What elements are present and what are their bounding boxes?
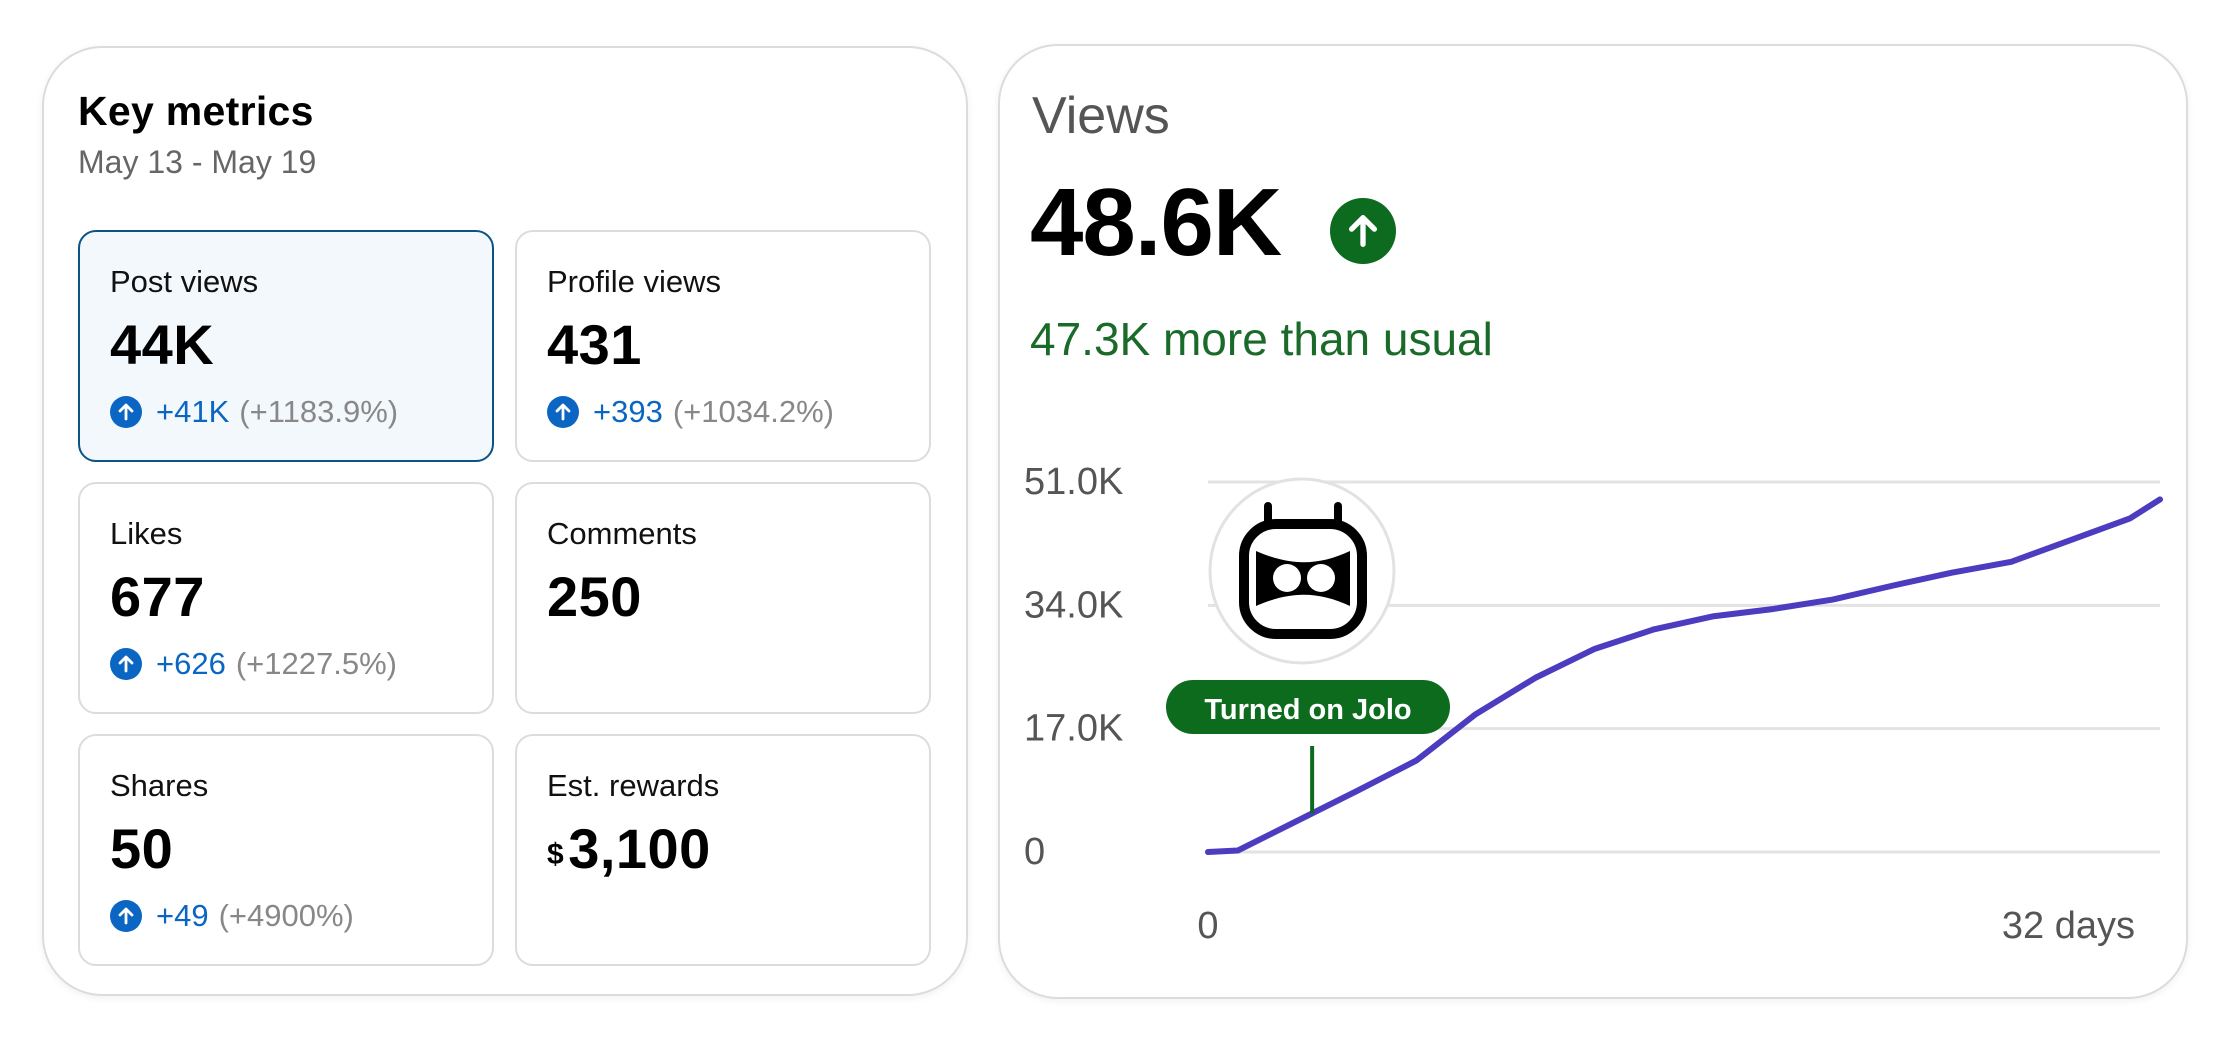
metric-delta: +49 (+4900%) (110, 898, 354, 934)
metric-label: Est. rewards (547, 768, 720, 803)
currency-symbol: $ (547, 838, 565, 871)
metric-card-est-rewards[interactable]: Est. rewards $3,100 (515, 734, 931, 966)
rewards-amount: 3,100 (568, 817, 711, 880)
y-tick-label: 17.0K (1024, 708, 1123, 750)
date-range: May 13 - May 19 (78, 144, 317, 180)
views-line-chart: 0 17.0K 34.0K 51.0K 0 32 days Turned on Jolo (1024, 461, 2163, 947)
arrow-up-icon (110, 900, 142, 932)
delta-percent: (+1183.9%) (239, 394, 399, 429)
arrow-up-icon (110, 396, 142, 428)
metric-delta: +626 (+1227.5%) (110, 646, 397, 682)
metric-card-shares[interactable]: Shares 50 +49 (+4900%) (78, 734, 494, 966)
key-metrics-title: Key metrics (78, 88, 314, 134)
metric-value: 677 (110, 565, 205, 628)
y-tick-label: 0 (1024, 831, 1045, 873)
metric-value: 250 (547, 565, 642, 628)
views-panel: Views 48.6K 47.3K more than usual 0 17.0K… (998, 44, 2188, 999)
metric-delta: +41K (+1183.9%) (110, 394, 398, 430)
delta-value: +41K (156, 394, 230, 429)
delta-percent: (+1034.2%) (672, 394, 834, 429)
delta-value: +626 (156, 646, 226, 681)
metric-label: Likes (110, 516, 183, 551)
jolo-robot-icon (1208, 477, 1396, 665)
metric-value: 50 (110, 817, 174, 880)
arrow-up-icon (547, 396, 579, 428)
delta-percent: (+1227.5%) (235, 646, 397, 681)
metric-card-likes[interactable]: Likes 677 +626 (+1227.5%) (78, 482, 494, 714)
annotation-pill (1166, 680, 1450, 734)
x-tick-label: 32 days (2002, 905, 2135, 947)
metric-label: Comments (547, 516, 697, 551)
metric-value: 44K (110, 313, 215, 376)
arrow-up-icon (1330, 198, 1396, 264)
metric-label: Profile views (547, 264, 721, 299)
metric-label: Post views (110, 264, 259, 299)
delta-value: +49 (156, 898, 209, 933)
metric-delta: +393 (+1034.2%) (547, 394, 834, 430)
metric-card-post-views[interactable]: Post views 44K +41K (+1183.9%) (78, 230, 494, 462)
metric-card-profile-views[interactable]: Profile views 431 +393 (+1034.2%) (515, 230, 931, 462)
metric-card-comments[interactable]: Comments 250 (515, 482, 931, 714)
metric-label: Shares (110, 768, 209, 803)
views-comparison: 47.3K more than usual (1030, 313, 1493, 365)
views-title: Views (1032, 87, 1170, 145)
x-tick-label: 0 (1197, 905, 1218, 947)
y-tick-label: 34.0K (1024, 584, 1123, 626)
metric-value: $3,100 (547, 816, 711, 881)
views-total: 48.6K (1030, 169, 1282, 276)
arrow-up-icon (110, 648, 142, 680)
metric-value: 431 (547, 313, 642, 376)
delta-value: +393 (593, 394, 663, 429)
annotation-label: Turned on Jolo (1204, 694, 1411, 726)
key-metrics-panel: Key metrics May 13 - May 19 Post views 4… (42, 46, 968, 996)
series-line (1205, 496, 2163, 855)
delta-percent: (+4900%) (218, 898, 354, 933)
y-tick-label: 51.0K (1024, 461, 1123, 503)
